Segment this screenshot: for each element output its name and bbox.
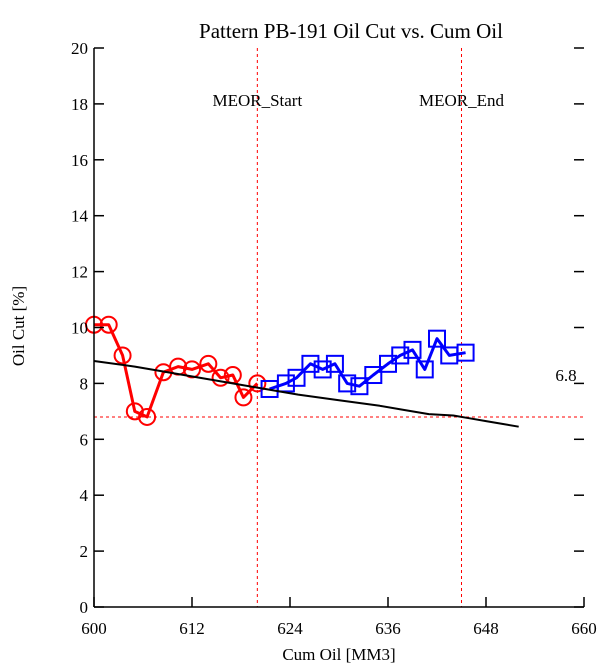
x-tick-label: 600	[81, 619, 107, 638]
y-tick-label: 18	[71, 95, 88, 114]
data-point	[350, 377, 369, 396]
data-point	[234, 388, 253, 407]
data-point	[138, 407, 157, 426]
data-point	[338, 374, 357, 393]
reference-label-horizontal: 6.8	[555, 366, 576, 385]
y-tick-label: 10	[71, 319, 88, 338]
data-point	[456, 343, 475, 362]
data-point	[428, 329, 446, 348]
data-point	[99, 315, 118, 334]
data-point	[415, 360, 434, 379]
data-point	[313, 360, 332, 379]
x-tick-label: 636	[375, 619, 401, 638]
series-line	[94, 323, 259, 419]
y-tick-label: 14	[71, 207, 89, 226]
data-point	[183, 360, 201, 379]
reference-label-vertical: MEOR_End	[419, 91, 505, 110]
x-axis-title: Cum Oil [MM3]	[282, 645, 395, 664]
data-point	[403, 340, 422, 359]
y-tick-label: 6	[80, 430, 89, 449]
data-point	[325, 354, 344, 373]
x-tick-label: 648	[473, 619, 499, 638]
data-point	[301, 354, 320, 373]
plot-area: 6.8 MEOR_Start MEOR_End 0 2 4 6 8 10 12 14 16 18 20 60…	[71, 39, 597, 638]
chart-title: Pattern PB-191 Oil Cut vs. Cum Oil	[199, 19, 503, 43]
data-point	[287, 368, 306, 387]
data-point	[248, 374, 267, 393]
data-point	[391, 346, 410, 365]
y-tick-label: 4	[80, 486, 89, 505]
data-point	[113, 346, 132, 365]
y-tick-label: 2	[80, 542, 89, 561]
data-point	[276, 374, 295, 393]
y-tick-label: 20	[71, 39, 88, 58]
data-point	[211, 368, 230, 387]
y-tick-label: 8	[80, 374, 89, 393]
y-tick-label: 16	[71, 151, 88, 170]
series-line	[93, 360, 519, 428]
x-tick-label: 624	[277, 619, 303, 638]
data-point	[199, 354, 218, 373]
x-tick-label: 612	[179, 619, 205, 638]
x-tick-label: 660	[571, 619, 597, 638]
data-point	[364, 366, 383, 385]
y-tick-label: 0	[80, 598, 89, 617]
y-axis-title: Oil Cut [%]	[9, 286, 28, 366]
reference-label-vertical: MEOR_Start	[212, 91, 302, 110]
y-tick-label: 12	[71, 263, 88, 282]
